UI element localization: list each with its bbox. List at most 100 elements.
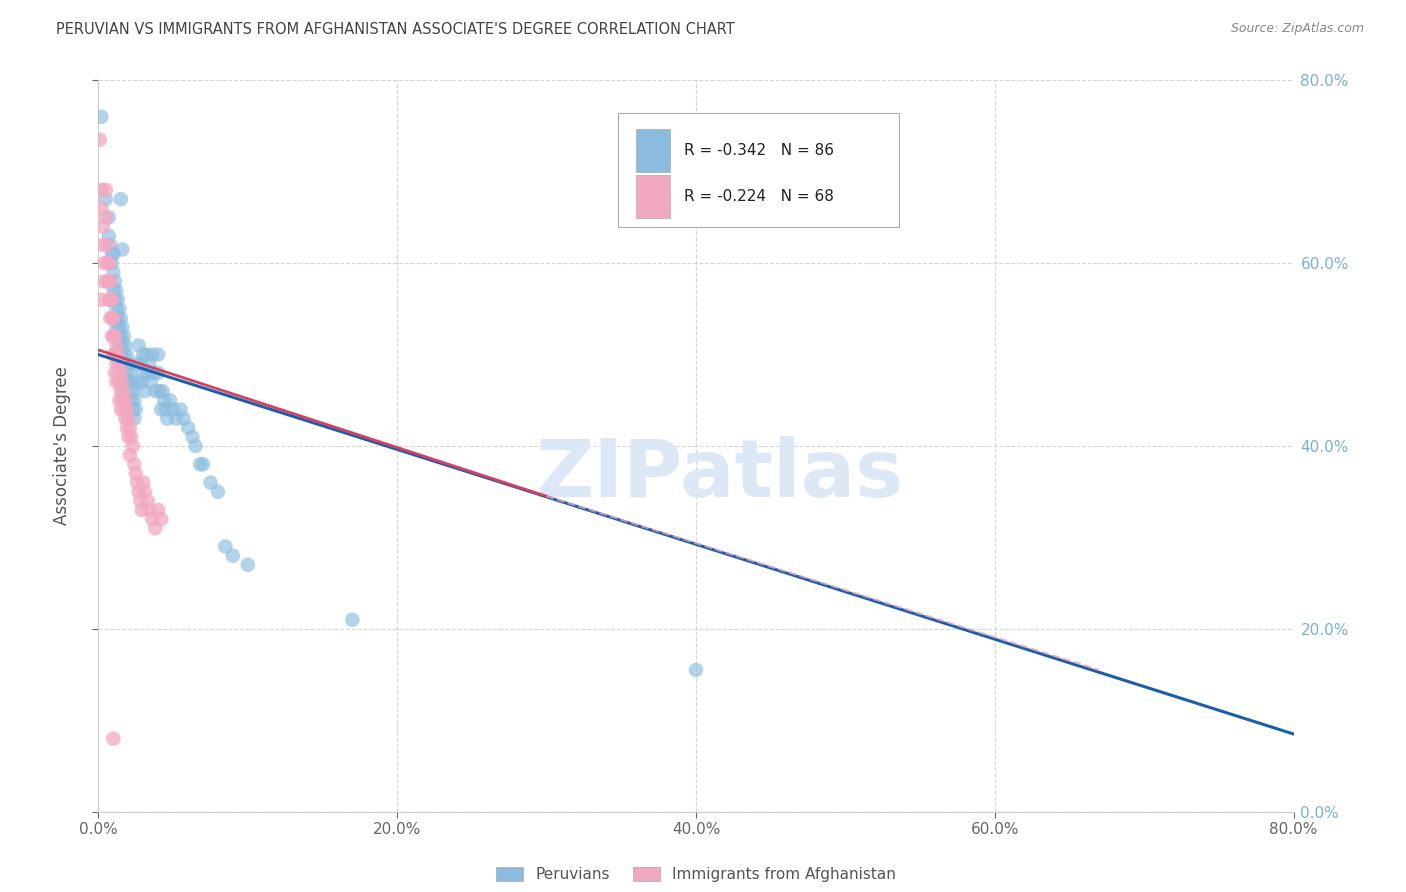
Point [131,503,153,517]
Point [128,338,150,352]
Point [162,402,184,417]
Point [127,375,149,389]
Point [143,521,166,535]
Point [100,275,122,289]
Point [184,439,207,453]
Point [91,238,114,252]
Point [101,247,124,261]
Point [121,439,143,453]
Point [118,384,141,399]
Point [105,284,128,298]
Point [94,192,117,206]
Text: R = -0.224   N = 68: R = -0.224 N = 68 [685,189,834,204]
Point [108,320,131,334]
Point [342,613,364,627]
Point [103,284,125,298]
Point [117,430,139,444]
Point [148,366,170,380]
Point [107,366,129,380]
Point [101,311,124,326]
Point [115,421,138,435]
Text: ZIPatlas: ZIPatlas [536,436,904,515]
Point [104,329,127,343]
Point [111,243,134,257]
Point [125,467,148,481]
Point [191,458,214,472]
Point [111,338,134,352]
Point [128,484,150,499]
Point [214,540,236,554]
Point [125,402,148,417]
Point [105,375,128,389]
Point [89,133,111,147]
Point [94,183,117,197]
Point [132,366,155,380]
Point [105,301,128,316]
Point [173,411,195,425]
Point [148,503,170,517]
Point [169,402,191,417]
Point [107,348,129,362]
Point [142,366,165,380]
Point [139,375,162,389]
Point [107,329,129,343]
Point [112,329,135,343]
Point [120,375,142,389]
Point [97,211,120,225]
Point [108,357,131,371]
Point [125,357,148,371]
Point [155,402,177,417]
Point [141,512,163,526]
Point [132,475,155,490]
Point [121,402,143,417]
FancyBboxPatch shape [619,113,900,227]
Text: Source: ZipAtlas.com: Source: ZipAtlas.com [1230,22,1364,36]
Point [94,211,117,225]
Point [93,275,115,289]
Point [118,421,141,435]
Point [120,393,142,408]
Point [107,311,129,326]
Point [131,375,153,389]
Point [104,311,127,326]
Point [110,366,132,380]
FancyBboxPatch shape [637,176,669,218]
Point [124,393,146,408]
Point [101,293,124,307]
Point [90,183,112,197]
Point [685,663,707,677]
Point [97,275,120,289]
Point [90,110,112,124]
Point [114,393,136,408]
Point [97,293,120,307]
Point [138,503,160,517]
Point [114,338,136,352]
Point [112,384,135,399]
Point [91,219,114,234]
Point [104,275,127,289]
Point [236,558,259,572]
Point [177,421,200,435]
Point [114,375,136,389]
Point [129,493,152,508]
Point [152,384,174,399]
Point [103,247,125,261]
Point [101,256,124,270]
Point [134,484,156,499]
Text: PERUVIAN VS IMMIGRANTS FROM AFGHANISTAN ASSOCIATE'S DEGREE CORRELATION CHART: PERUVIAN VS IMMIGRANTS FROM AFGHANISTAN … [56,22,735,37]
Point [111,357,134,371]
Point [104,293,127,307]
Point [120,430,142,444]
Point [90,293,112,307]
Point [108,301,131,316]
Point [124,458,146,472]
Point [134,384,156,399]
Point [159,393,181,408]
Point [127,475,149,490]
Point [105,357,128,371]
Point [117,375,139,389]
Point [104,366,127,380]
Point [118,448,141,462]
Point [136,366,159,380]
Point [222,549,245,563]
